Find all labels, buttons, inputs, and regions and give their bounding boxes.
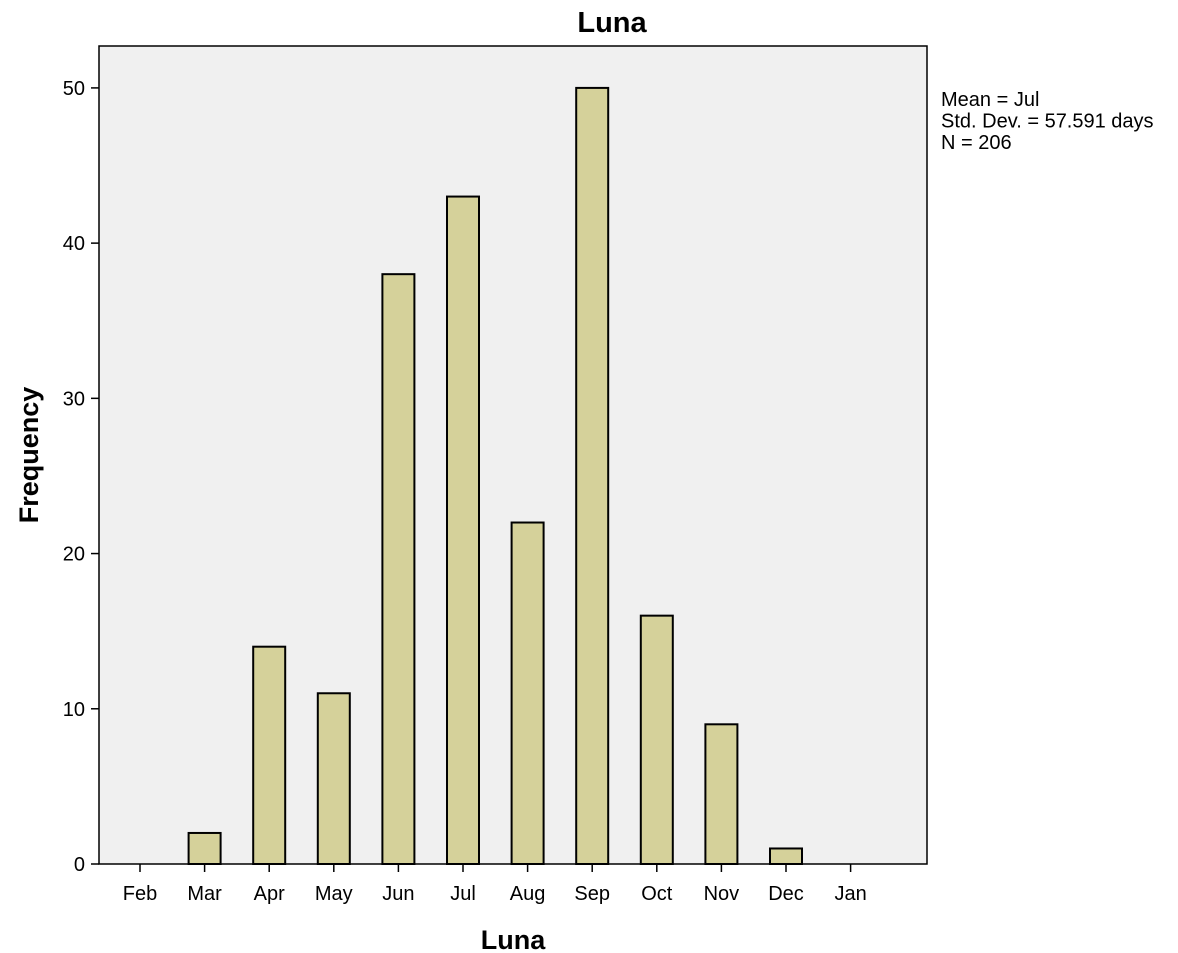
y-tick-label: 50 (63, 78, 85, 100)
bar-sep (575, 86, 610, 865)
stats-line: Mean = Jul (941, 89, 1039, 111)
bar-nov (704, 723, 739, 865)
x-tick-label-aug: Aug (510, 883, 546, 905)
x-axis: Feb Mar Apr May Jun Jul Aug Sep Oct Nov Dec Jan (123, 864, 867, 905)
x-tick-label-sep: Sep (574, 883, 610, 905)
x-tick-label-may: May (315, 883, 353, 905)
bar-apr (252, 645, 287, 866)
bar-may (316, 692, 351, 865)
bar-jul (446, 195, 480, 866)
bar-dec (769, 847, 803, 865)
y-tick-label: 40 (63, 233, 85, 255)
y-tick-label: 30 (63, 388, 85, 410)
bar-aug (510, 521, 545, 865)
x-tick-label-dec: Dec (768, 883, 804, 905)
bars (187, 86, 803, 866)
x-tick-label-mar: Mar (187, 883, 222, 905)
x-axis-title: Luna (481, 925, 546, 953)
y-axis: 0 10 20 30 40 50 (63, 78, 99, 876)
bar-jun (381, 273, 416, 865)
y-tick-label: 20 (63, 544, 85, 566)
bar-mar (187, 831, 222, 866)
x-tick-label-jun: Jun (382, 883, 414, 905)
x-tick-label-nov: Nov (704, 883, 740, 905)
x-tick-label-jan: Jan (834, 883, 866, 905)
stats-line: Std. Dev. = 57.591 days (941, 111, 1154, 133)
x-tick-label-feb: Feb (123, 883, 157, 905)
stats-line: N = 206 (941, 132, 1012, 154)
y-tick-label: 0 (74, 854, 85, 876)
x-tick-label-jul: Jul (450, 883, 476, 905)
y-axis-title: Frequency (14, 387, 44, 524)
y-tick-label: 10 (63, 699, 85, 721)
x-tick-label-oct: Oct (641, 883, 673, 905)
bar-oct (639, 614, 674, 866)
x-tick-label-apr: Apr (254, 883, 285, 905)
chart-title: Luna (577, 7, 647, 39)
